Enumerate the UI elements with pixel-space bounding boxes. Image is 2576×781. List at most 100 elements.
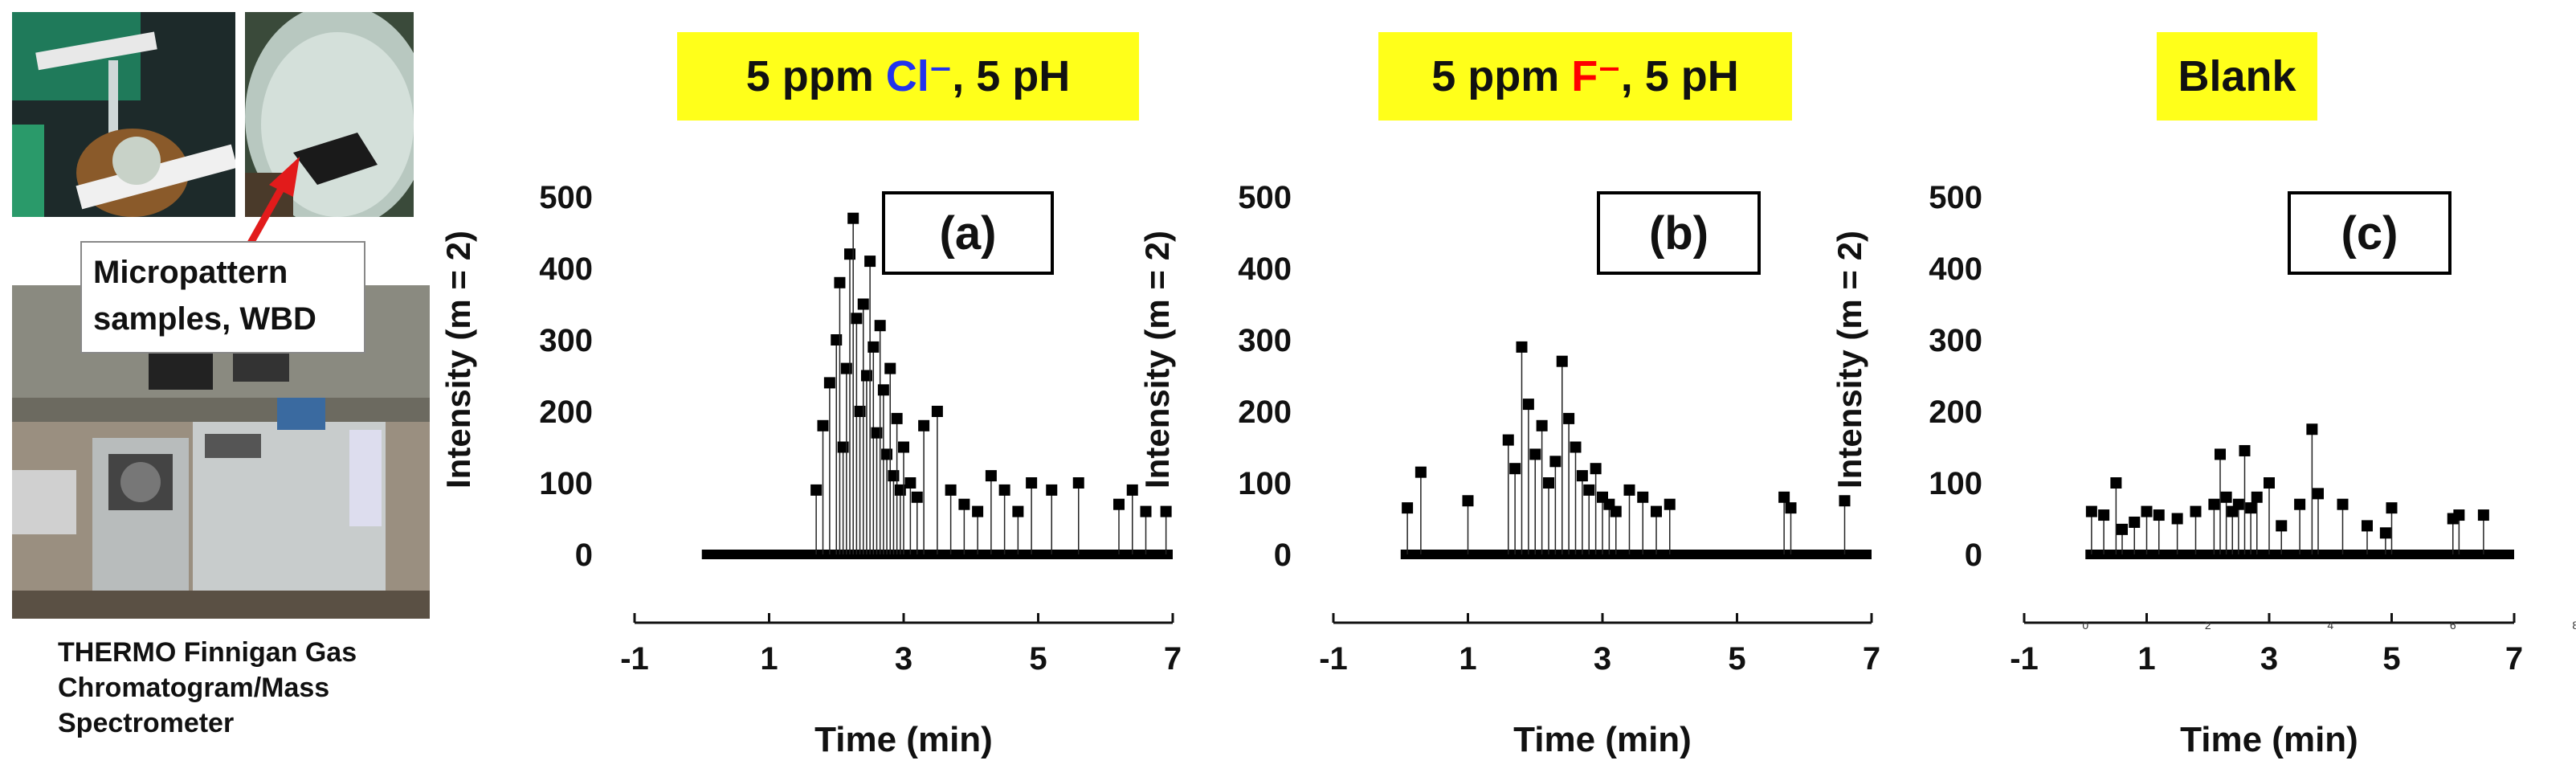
- chart-c-data-point: [2362, 520, 2373, 532]
- chart-c-ytick-label: 300: [1929, 323, 1982, 358]
- panel-a-title: 5 ppm Cl⁻, 5 pH: [677, 32, 1139, 121]
- chart-c-data-point: [2294, 498, 2306, 510]
- chart-a-data-point: [868, 341, 880, 353]
- chart-c-data-point: [2245, 502, 2257, 514]
- chart-a-xtick-label: 7: [1164, 641, 1182, 677]
- chart-a-xtick-label: 5: [1029, 641, 1047, 677]
- chart-a-data-point: [1160, 505, 1172, 517]
- chart-a-data-point: [831, 334, 843, 346]
- chart-a-data-point: [1012, 505, 1024, 517]
- chart-b-data-point: [1549, 456, 1562, 468]
- chart-a-data-point: [877, 384, 889, 396]
- chart-c-data-point: [2276, 520, 2288, 532]
- chart-c-minor-xtick-label: 8: [2572, 619, 2576, 632]
- chart-a-ytick-label: 300: [539, 323, 593, 358]
- chart-c-ytick-label: 0: [1965, 538, 1982, 573]
- chart-c-data-point: [2477, 509, 2489, 521]
- chart-a-ytick-label: 0: [575, 538, 593, 573]
- chart-b-data-point: [1610, 505, 1622, 517]
- chart-c-data-point: [2227, 505, 2239, 517]
- chart-b-panel-label: (b): [1649, 207, 1708, 260]
- chart-a-data-point: [894, 484, 906, 496]
- chart-b-ytick-label: 200: [1238, 395, 1292, 430]
- chart-a-xtick-label: 3: [895, 641, 912, 677]
- photo-petri-dish-image: [245, 12, 414, 217]
- chart-a-data-point: [844, 248, 855, 260]
- instrument-caption-line-1: THERMO Finnigan Gas: [58, 637, 357, 668]
- micropattern-caption: Micropattern samples, WBD: [80, 241, 365, 354]
- chart-b-ylabel: Intensity (m = 2): [1138, 231, 1176, 489]
- chart-b-data-point: [1637, 491, 1649, 503]
- panel-c-title-text: Blank: [2178, 52, 2296, 100]
- chart-b-data-point: [1778, 491, 1790, 503]
- chart-b-data-point: [1462, 495, 1474, 507]
- chart-b-ytick-label: 0: [1274, 538, 1292, 573]
- chart-b-data-point: [1583, 484, 1595, 496]
- chart-c-data-point: [2085, 505, 2097, 517]
- chart-c-minor-xtick-label: 2: [2205, 619, 2211, 632]
- chart-b-data-point: [1785, 502, 1797, 514]
- chart-a-data-point: [817, 419, 829, 431]
- chart-b-data-point: [1839, 495, 1851, 507]
- photo-sample-handling-image: [12, 12, 235, 217]
- chart-b-data-point: [1516, 341, 1528, 353]
- chart-a-data-point: [904, 477, 917, 489]
- panel-b-title-ion: F⁻: [1571, 52, 1621, 100]
- chart-c-xtick-label: 7: [2505, 641, 2523, 677]
- chart-c-data-point: [2239, 444, 2251, 456]
- chart-a-ytick-label: 500: [539, 180, 593, 215]
- chart-b-data-point: [1509, 463, 1521, 475]
- chart-c-ytick-label: 200: [1929, 395, 1982, 430]
- chart-c-data-point: [2153, 509, 2165, 521]
- chart-b-data-point: [1415, 466, 1427, 478]
- chart-c-data-point: [2190, 505, 2202, 517]
- chart-a-data-point: [837, 441, 849, 453]
- chart-b-xtick-label: -1: [1319, 641, 1348, 677]
- chart-c-xlabel: Time (min): [2180, 720, 2358, 759]
- chart-b-data-point: [1522, 399, 1534, 411]
- instrument-caption-line-3: Spectrometer: [58, 708, 235, 738]
- chart-c-data-point: [2453, 509, 2465, 521]
- chart-b-data-point: [1529, 448, 1541, 460]
- panel-b-title-suffix: , 5 pH: [1620, 52, 1739, 100]
- chart-a-data-point: [874, 320, 886, 332]
- chart-a-ytick-label: 200: [539, 395, 593, 430]
- chart-a-data-point: [1026, 477, 1038, 489]
- chart-b-data-point: [1651, 505, 1662, 517]
- chart-c-ylabel: Intensity (m = 2): [1831, 231, 1868, 489]
- chart-b-ytick-label: 300: [1238, 323, 1292, 358]
- chart-c-data-point: [2306, 423, 2318, 435]
- chart-c-data-point: [2171, 513, 2183, 525]
- chart-b-xtick-label: 1: [1459, 641, 1476, 677]
- chart-a-data-point: [854, 406, 866, 417]
- chart-a-data-point: [1113, 498, 1125, 510]
- photo-petri-dish: [245, 12, 414, 217]
- chart-b-xlabel: Time (min): [1513, 720, 1692, 759]
- chart-b-data-point: [1623, 484, 1635, 496]
- chart-c-minor-xtick-label: 0: [2082, 619, 2088, 632]
- chart-a-ytick-label: 100: [539, 466, 593, 501]
- chart-a-panel-label: (a): [940, 207, 997, 260]
- chart-b-data-point: [1597, 491, 1608, 503]
- chart-a-data-point: [931, 406, 943, 417]
- chart-c-data-point: [2447, 513, 2459, 525]
- chart-c-xtick-label: -1: [2010, 641, 2039, 677]
- panel-b-title-prefix: 5 ppm: [1431, 52, 1572, 100]
- panel-a-title-ion: Cl⁻: [885, 52, 953, 100]
- chart-c-data-point: [2208, 498, 2220, 510]
- chart-c-ytick-label: 500: [1929, 180, 1982, 215]
- chart-a-data-point: [1126, 484, 1138, 496]
- instrument-caption: THERMO Finnigan Gas Chromatogram/Mass Sp…: [58, 635, 427, 741]
- chart-b-xtick-label: 3: [1594, 641, 1611, 677]
- chart-a-data-point: [857, 298, 869, 310]
- micropattern-caption-line-2: samples, WBD: [93, 301, 316, 337]
- chart-c-data-point: [2098, 509, 2110, 521]
- chart-c-data-point: [2379, 527, 2391, 539]
- chart-c-data-point: [2232, 498, 2244, 510]
- chart-a-data-point: [871, 427, 883, 439]
- chart-c-data-point: [2264, 477, 2275, 489]
- chart-a-data-point: [888, 470, 900, 482]
- chart-a-data-point: [1072, 477, 1084, 489]
- chart-a-data-point: [884, 362, 896, 374]
- chart-c-xtick-label: 1: [2137, 641, 2155, 677]
